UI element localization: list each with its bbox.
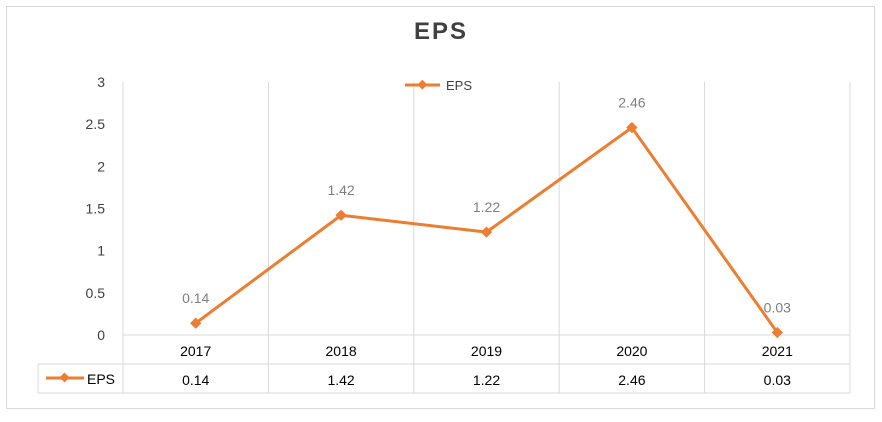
x-category-label: 2019	[471, 343, 502, 359]
table-value-cell: 0.03	[764, 372, 791, 388]
y-tick-label: 0	[97, 327, 105, 343]
data-label: 1.42	[327, 182, 354, 198]
y-tick-label: 3	[97, 74, 105, 90]
eps-point-marker	[771, 326, 783, 339]
table-legend-marker	[59, 372, 70, 383]
x-category-label: 2018	[326, 343, 357, 359]
gridlines	[37, 82, 851, 394]
y-axis: 0 0.5 1 1.5 2 2.5 3	[86, 74, 106, 343]
table-value-cell: 1.42	[327, 372, 354, 388]
y-tick-label: 0.5	[86, 285, 106, 301]
data-label: 1.22	[473, 199, 500, 215]
x-category-label: 2017	[180, 343, 211, 359]
data-label: 2.46	[618, 95, 645, 111]
x-category-label: 2020	[616, 343, 647, 359]
eps-point-marker	[190, 317, 202, 329]
y-tick-label: 1	[97, 243, 105, 259]
x-category-label: 2021	[762, 343, 793, 359]
data-table: 2017 0.14 2018 1.42 2019 1.22 2020 2.46 2021 0.03…	[46, 343, 793, 388]
data-label: 0.03	[764, 299, 791, 315]
data-label: 0.14	[182, 290, 209, 306]
eps-series: 0.14 1.42 1.22 2.46 0.03	[182, 95, 791, 339]
legend-label: EPS	[446, 78, 472, 93]
table-value-cell: 2.46	[618, 372, 645, 388]
table-row-label: EPS	[87, 371, 115, 387]
y-tick-label: 2	[97, 158, 105, 174]
table-value-cell: 1.22	[473, 372, 500, 388]
legend: EPS	[405, 78, 472, 93]
eps-point-marker	[335, 209, 347, 221]
table-value-cell: 0.14	[182, 372, 209, 388]
chart-title: EPS	[413, 18, 469, 45]
chart-frame	[6, 6, 875, 409]
legend-marker	[417, 79, 428, 90]
y-tick-label: 2.5	[86, 116, 106, 132]
y-tick-label: 1.5	[86, 201, 106, 217]
eps-point-marker	[480, 226, 493, 238]
